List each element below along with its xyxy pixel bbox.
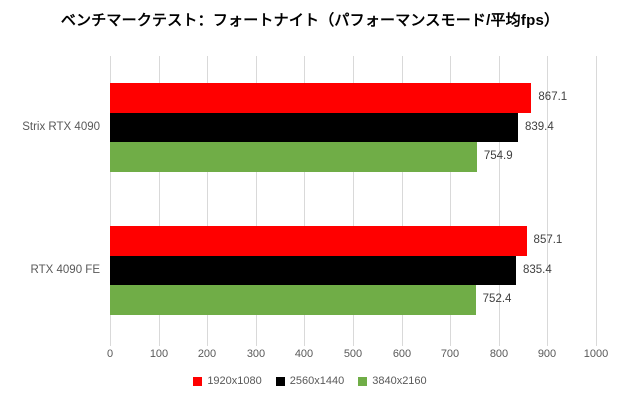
legend-item-2560x1440: 2560x1440 xyxy=(275,375,345,387)
bar-strix-rtx-4090-1920x1080 xyxy=(110,83,532,113)
chart-title: ベンチマークテスト：フォートナイト（パフォーマンスモード/平均fps） xyxy=(60,12,560,29)
gridline-x-600 xyxy=(402,56,403,342)
legend-item-1920x1080: 1920x1080 xyxy=(193,375,262,387)
x-axis-tick-label: 0 xyxy=(106,348,114,360)
legend-swatch-icon xyxy=(275,376,285,386)
legend-label: 1920x1080 xyxy=(207,375,262,387)
tick-mark-x-700 xyxy=(450,342,451,346)
data-label: 857.1 xyxy=(533,234,563,246)
gridline-x-400 xyxy=(304,56,305,342)
x-axis-tick-label: 600 xyxy=(392,348,412,360)
x-axis-tick-label: 800 xyxy=(489,348,509,360)
tick-mark-x-200 xyxy=(207,342,208,346)
x-axis-tick-label: 200 xyxy=(197,348,217,360)
tick-mark-x-500 xyxy=(353,342,354,346)
bar-strix-rtx-4090-3840x2160 xyxy=(110,142,477,172)
bar-rtx-4090-fe-3840x2160 xyxy=(110,285,476,315)
tick-mark-x-100 xyxy=(159,342,160,346)
x-axis-tick-label: 700 xyxy=(440,348,460,360)
category-label: RTX 4090 FE xyxy=(30,263,100,276)
gridline-x-800 xyxy=(499,56,500,342)
x-axis-tick-label: 100 xyxy=(149,348,169,360)
x-axis-tick-label: 1000 xyxy=(583,348,609,360)
x-axis-tick-label: 900 xyxy=(537,348,557,360)
gridline-x-900 xyxy=(547,56,548,342)
tick-mark-x-0 xyxy=(110,342,111,346)
legend: 1920x1080 2560x1440 3840x2160 xyxy=(0,375,620,387)
gridline-x-200 xyxy=(207,56,208,342)
gridline-x-100 xyxy=(159,56,160,342)
gridline-x-500 xyxy=(353,56,354,342)
plot-area xyxy=(110,56,597,346)
tick-mark-x-300 xyxy=(256,342,257,346)
legend-swatch-icon xyxy=(358,376,368,386)
bar-rtx-4090-fe-1920x1080 xyxy=(110,226,527,256)
data-label: 752.4 xyxy=(482,293,512,306)
data-label: 754.9 xyxy=(483,150,513,163)
legend-item-3840x2160: 3840x2160 xyxy=(358,375,427,387)
x-axis-tick-label: 400 xyxy=(294,348,314,360)
category-label: Strix RTX 4090 xyxy=(22,120,100,133)
x-axis-tick-label: 500 xyxy=(343,348,363,360)
data-label: 867.1 xyxy=(538,91,568,103)
gridline-x-700 xyxy=(450,56,451,342)
gridline-x-0 xyxy=(110,56,111,342)
gridline-x-1000 xyxy=(596,56,597,342)
tick-mark-x-800 xyxy=(499,342,500,346)
bar-rtx-4090-fe-2560x1440 xyxy=(110,255,516,286)
tick-mark-x-400 xyxy=(304,342,305,346)
legend-label: 2560x1440 xyxy=(289,375,345,387)
data-label: 835.4 xyxy=(523,263,552,276)
x-axis-tick-label: 300 xyxy=(246,348,266,360)
bar-strix-rtx-4090-2560x1440 xyxy=(110,112,518,143)
tick-mark-x-600 xyxy=(402,342,403,346)
legend-swatch-icon xyxy=(193,376,203,386)
tick-mark-x-900 xyxy=(547,342,548,346)
tick-mark-x-1000 xyxy=(596,342,597,346)
gridline-x-300 xyxy=(256,56,257,342)
data-label: 839.4 xyxy=(524,120,554,133)
legend-label: 3840x2160 xyxy=(372,375,427,387)
